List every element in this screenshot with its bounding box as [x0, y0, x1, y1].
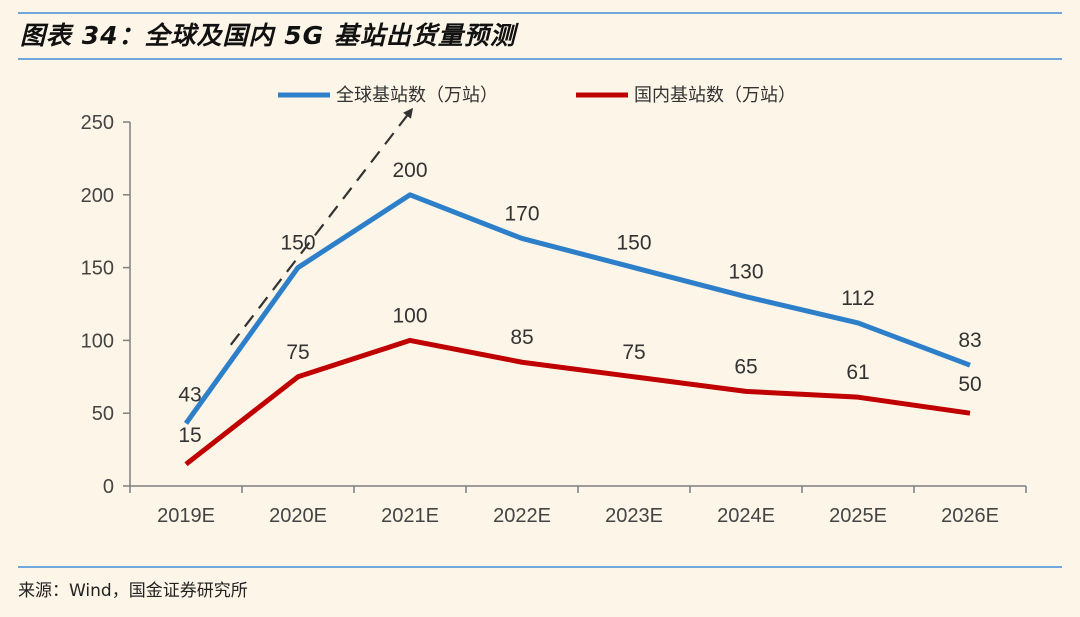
- x-tick-label: 2021E: [381, 505, 439, 527]
- y-tick-label: 250: [81, 112, 114, 134]
- dashed-trend-arrow: [229, 107, 414, 346]
- data-label-global: 170: [504, 202, 539, 225]
- top-rule: [18, 12, 1062, 14]
- y-axis: 0 50 100 150 200 250: [81, 112, 131, 498]
- bottom-rule: [18, 566, 1062, 568]
- data-label-global: 200: [392, 159, 427, 182]
- y-tick-label: 200: [81, 185, 114, 207]
- data-label-global: 83: [958, 329, 981, 352]
- series-layer: [183, 192, 971, 467]
- x-tick-label: 2023E: [605, 505, 663, 527]
- x-tick-label: 2019E: [157, 505, 215, 527]
- x-tick-label: 2022E: [493, 505, 551, 527]
- data-label-global: 150: [280, 232, 315, 255]
- data-label-domestic: 75: [622, 341, 645, 364]
- data-label-global: 130: [728, 261, 763, 284]
- y-tick-label: 150: [81, 258, 114, 280]
- data-labels-layer: 43 150 200 170 150 130 112 83 15 75 100 85 75 65 61 50: [178, 159, 981, 447]
- figure-title: 图表 34：全球及国内 5G 基站出货量预测: [20, 21, 516, 50]
- data-label-domestic: 85: [510, 326, 533, 349]
- data-label-domestic: 15: [178, 424, 201, 447]
- legend-label: 国内基站数（万站）: [634, 85, 796, 105]
- data-label-domestic: 100: [392, 304, 427, 327]
- chart-legend: 全球基站数（万站） 国内基站数（万站）: [278, 85, 796, 105]
- y-tick-label: 0: [103, 476, 114, 498]
- x-tick-label: 2025E: [829, 505, 887, 527]
- x-tick-label: 2024E: [717, 505, 775, 527]
- source-note: 来源：Wind，国金证券研究所: [18, 581, 248, 601]
- data-label-domestic: 65: [734, 355, 757, 378]
- y-tick-label: 50: [92, 403, 114, 425]
- x-tick-label: 2020E: [269, 505, 327, 527]
- series-line-global: [183, 192, 971, 425]
- x-tick-label: 2026E: [941, 505, 999, 527]
- series-line-domestic: [184, 337, 971, 467]
- data-label-domestic: 50: [958, 373, 981, 396]
- line-chart: 全球基站数（万站） 国内基站数（万站） 0 50 100 150 200 250 2019E…: [81, 85, 1027, 527]
- data-label-global: 150: [616, 232, 651, 255]
- title-rule: [18, 58, 1062, 60]
- data-label-domestic: 61: [846, 361, 869, 384]
- data-label-global: 43: [178, 383, 201, 406]
- data-label-domestic: 75: [286, 341, 309, 364]
- x-axis: 2019E 2020E 2021E 2022E 2023E 2024E 2025E 2026E: [129, 485, 1027, 527]
- data-label-global: 112: [841, 287, 874, 310]
- trend-annotation: [229, 107, 414, 346]
- y-tick-label: 100: [81, 330, 114, 352]
- legend-label: 全球基站数（万站）: [336, 85, 498, 105]
